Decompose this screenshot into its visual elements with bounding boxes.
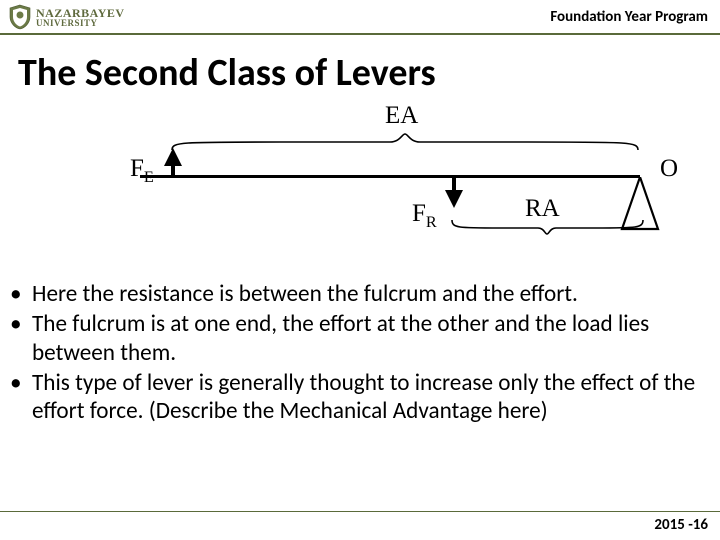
university-name-bot: UNIVERSITY <box>36 19 125 28</box>
fulcrum-icon <box>620 177 660 232</box>
o-label: O <box>660 155 678 183</box>
program-label: Foundation Year Program <box>550 8 708 26</box>
ea-brace-icon <box>170 132 640 152</box>
bullet-list: Here the resistance is between the fulcr… <box>10 280 710 427</box>
logo: NAZARBAYEV UNIVERSITY <box>8 4 125 30</box>
page-title: The Second Class of Levers <box>18 50 436 96</box>
lever-diagram: FE EA O FR RA <box>130 100 660 270</box>
crest-icon <box>8 4 32 30</box>
slide: NAZARBAYEV UNIVERSITY Foundation Year Pr… <box>0 0 720 540</box>
list-item: The fulcrum is at one end, the effort at… <box>10 310 710 367</box>
ea-label: EA <box>385 102 418 130</box>
fr-arrow-icon <box>445 178 463 208</box>
fe-label: FE <box>130 155 154 187</box>
list-item: Here the resistance is between the fulcr… <box>10 280 710 308</box>
header: NAZARBAYEV UNIVERSITY Foundation Year Pr… <box>0 0 720 35</box>
ra-label: RA <box>525 195 560 223</box>
lever-bar <box>140 175 640 178</box>
footer-year: 2015 -16 <box>654 516 708 534</box>
footer-rule <box>0 511 720 512</box>
university-name-top: NAZARBAYEV <box>36 7 125 19</box>
fr-label: FR <box>412 200 437 232</box>
header-rule <box>0 33 720 35</box>
logo-text: NAZARBAYEV UNIVERSITY <box>36 7 125 28</box>
list-item: This type of lever is generally thought … <box>10 369 710 426</box>
fe-arrow-icon <box>164 148 182 178</box>
